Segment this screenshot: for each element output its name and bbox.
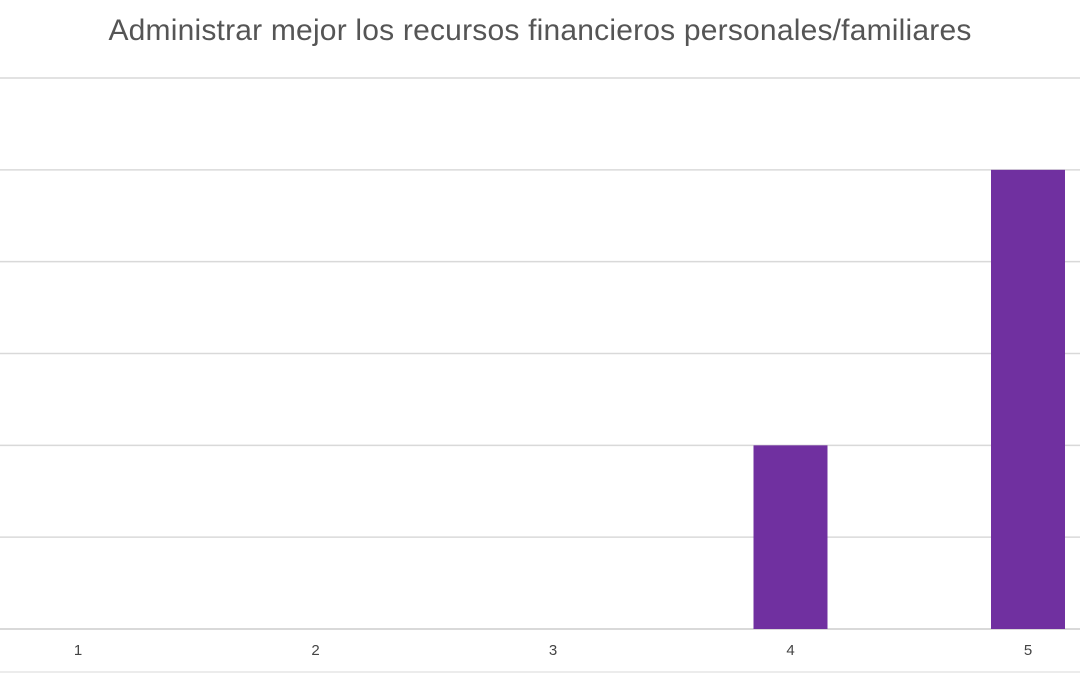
bar-4: [753, 445, 828, 629]
x-tick-label: 5: [1024, 642, 1032, 659]
x-tick-label: 4: [786, 642, 794, 659]
x-tick-label: 1: [74, 642, 82, 659]
bars: [753, 169, 1065, 630]
chart-title: Administrar mejor los recursos financier…: [108, 14, 972, 47]
gridlines: [0, 77, 1080, 673]
bar-5: [991, 169, 1065, 630]
x-tick-label: 3: [549, 642, 557, 659]
x-tick-label: 2: [311, 642, 319, 659]
x-tick-labels: 1 2 3 4 5: [74, 642, 1032, 659]
